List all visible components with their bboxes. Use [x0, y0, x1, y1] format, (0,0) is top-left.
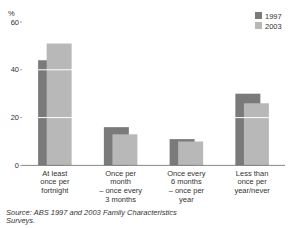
y-axis-label: % [8, 9, 15, 18]
x-axis [22, 165, 285, 166]
y-tick [20, 69, 22, 70]
legend-swatch [255, 22, 262, 29]
y-tick-label: 60 [11, 18, 19, 27]
bar [112, 134, 137, 165]
grid-line [22, 117, 285, 118]
legend-label: 1997 [265, 12, 282, 21]
source-note: Source: ABS 1997 and 2003 Family Charact… [6, 208, 177, 226]
y-tick-label: 20 [11, 113, 19, 122]
x-tick-label: Once every6 months– once peryear [167, 169, 206, 204]
grid-line [22, 69, 285, 70]
bar [178, 142, 203, 166]
y-tick [20, 165, 22, 166]
y-tick-label: 40 [11, 65, 19, 74]
chart: 0 20 40 60% At leastonce perfortnight Once pe… [0, 0, 291, 229]
legend-swatch [255, 12, 262, 19]
y-tick [20, 22, 22, 23]
bar [244, 103, 269, 165]
bar [47, 44, 72, 166]
bars [38, 44, 269, 166]
x-tick-label: At leastonce perfortnight [40, 169, 70, 195]
x-tick-label: Once permonth– once every3 months [99, 169, 142, 204]
x-tick-label: Less thanonce peryear/never [234, 169, 270, 195]
legend-label: 2003 [265, 22, 282, 31]
legend: 19972003 [255, 12, 282, 31]
y-tick [20, 117, 22, 118]
y-tick-label: 0 [15, 161, 19, 170]
